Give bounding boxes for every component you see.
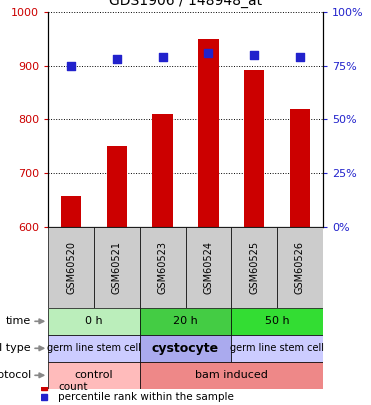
Text: control: control xyxy=(75,370,113,380)
Bar xyxy=(106,146,127,227)
Bar xyxy=(231,227,277,308)
Text: GSM60526: GSM60526 xyxy=(295,241,305,294)
Bar xyxy=(140,335,231,362)
Text: cystocyte: cystocyte xyxy=(152,342,219,355)
Text: count: count xyxy=(58,382,88,392)
Point xyxy=(251,52,257,58)
Text: bam induced: bam induced xyxy=(195,370,268,380)
Bar xyxy=(140,227,186,308)
Bar xyxy=(152,114,173,227)
Bar xyxy=(48,227,94,308)
Title: GDS1906 / 148948_at: GDS1906 / 148948_at xyxy=(109,0,262,9)
Point xyxy=(68,63,74,69)
Bar xyxy=(48,308,140,335)
Bar xyxy=(94,227,140,308)
Bar xyxy=(290,109,310,227)
Bar xyxy=(140,308,231,335)
Point xyxy=(160,54,165,60)
Text: 0 h: 0 h xyxy=(85,316,103,326)
Text: GSM60521: GSM60521 xyxy=(112,241,122,294)
Bar xyxy=(277,227,323,308)
Bar xyxy=(231,335,323,362)
Bar xyxy=(231,308,323,335)
Text: 20 h: 20 h xyxy=(173,316,198,326)
Bar xyxy=(244,70,265,227)
Text: GSM60524: GSM60524 xyxy=(203,241,213,294)
Text: germ line stem cell: germ line stem cell xyxy=(47,343,141,353)
Text: GSM60520: GSM60520 xyxy=(66,241,76,294)
Bar xyxy=(198,39,219,227)
Text: GSM60525: GSM60525 xyxy=(249,241,259,294)
Bar xyxy=(48,362,140,389)
Point xyxy=(206,50,211,56)
Bar xyxy=(186,227,231,308)
Text: time: time xyxy=(6,316,31,326)
Text: cell type: cell type xyxy=(0,343,31,353)
Text: protocol: protocol xyxy=(0,370,31,380)
Bar xyxy=(48,335,140,362)
Point xyxy=(114,56,120,63)
Text: GSM60523: GSM60523 xyxy=(158,241,168,294)
Bar xyxy=(61,196,81,227)
Bar xyxy=(140,362,323,389)
Text: percentile rank within the sample: percentile rank within the sample xyxy=(58,392,234,402)
Point xyxy=(297,54,303,60)
Text: 50 h: 50 h xyxy=(265,316,289,326)
Text: germ line stem cell: germ line stem cell xyxy=(230,343,324,353)
